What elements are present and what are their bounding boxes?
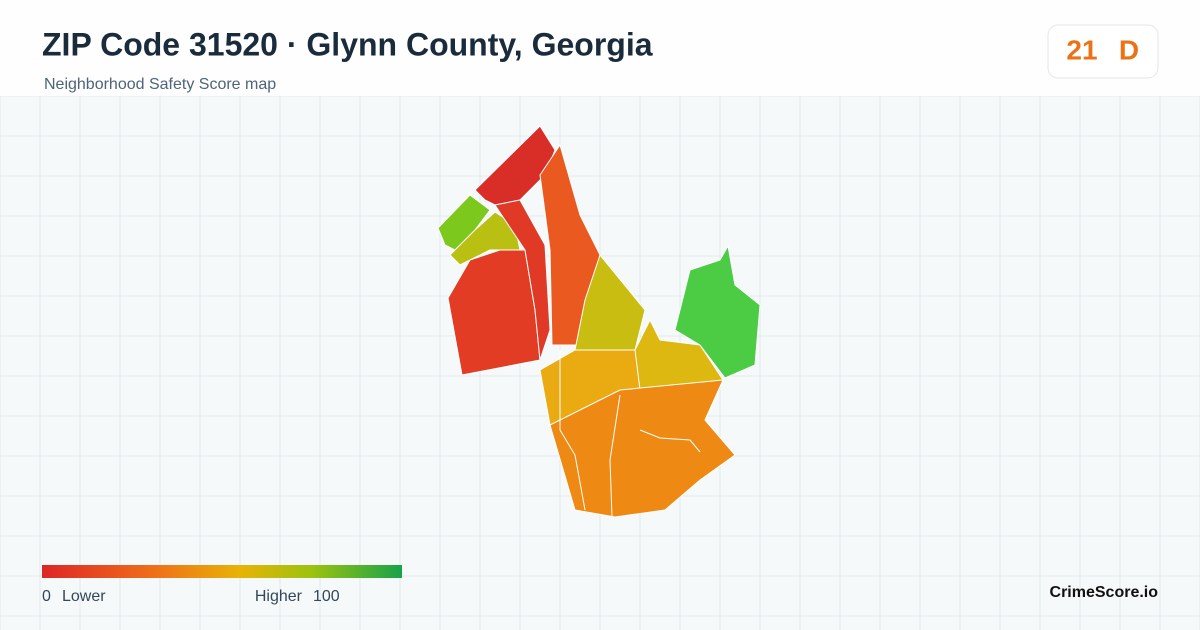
- region: [494, 199, 551, 361]
- boundary: [609, 394, 621, 518]
- region: [549, 379, 736, 518]
- score-value: 21: [1066, 34, 1097, 65]
- legend-min: 0: [42, 588, 51, 605]
- region: [674, 245, 761, 379]
- boundary: [559, 350, 586, 511]
- legend-max-label: Higher: [255, 588, 303, 605]
- legend-max: 100: [313, 588, 340, 605]
- score-grade: D: [1119, 34, 1139, 65]
- legend-gradient: [42, 565, 402, 578]
- grid: [0, 95, 1200, 630]
- score-box: [1047, 24, 1159, 79]
- boundary: [639, 429, 701, 453]
- legend-min-label: Lower: [62, 588, 106, 605]
- brand: CrimeScore.io: [1050, 584, 1159, 601]
- subtitle: Neighborhood Safety Score map: [44, 76, 276, 93]
- title: ZIP Code 31520 · Glynn County, Georgia: [42, 26, 653, 62]
- header-band: [0, 0, 1200, 96]
- map: [437, 125, 761, 518]
- region: [474, 125, 556, 206]
